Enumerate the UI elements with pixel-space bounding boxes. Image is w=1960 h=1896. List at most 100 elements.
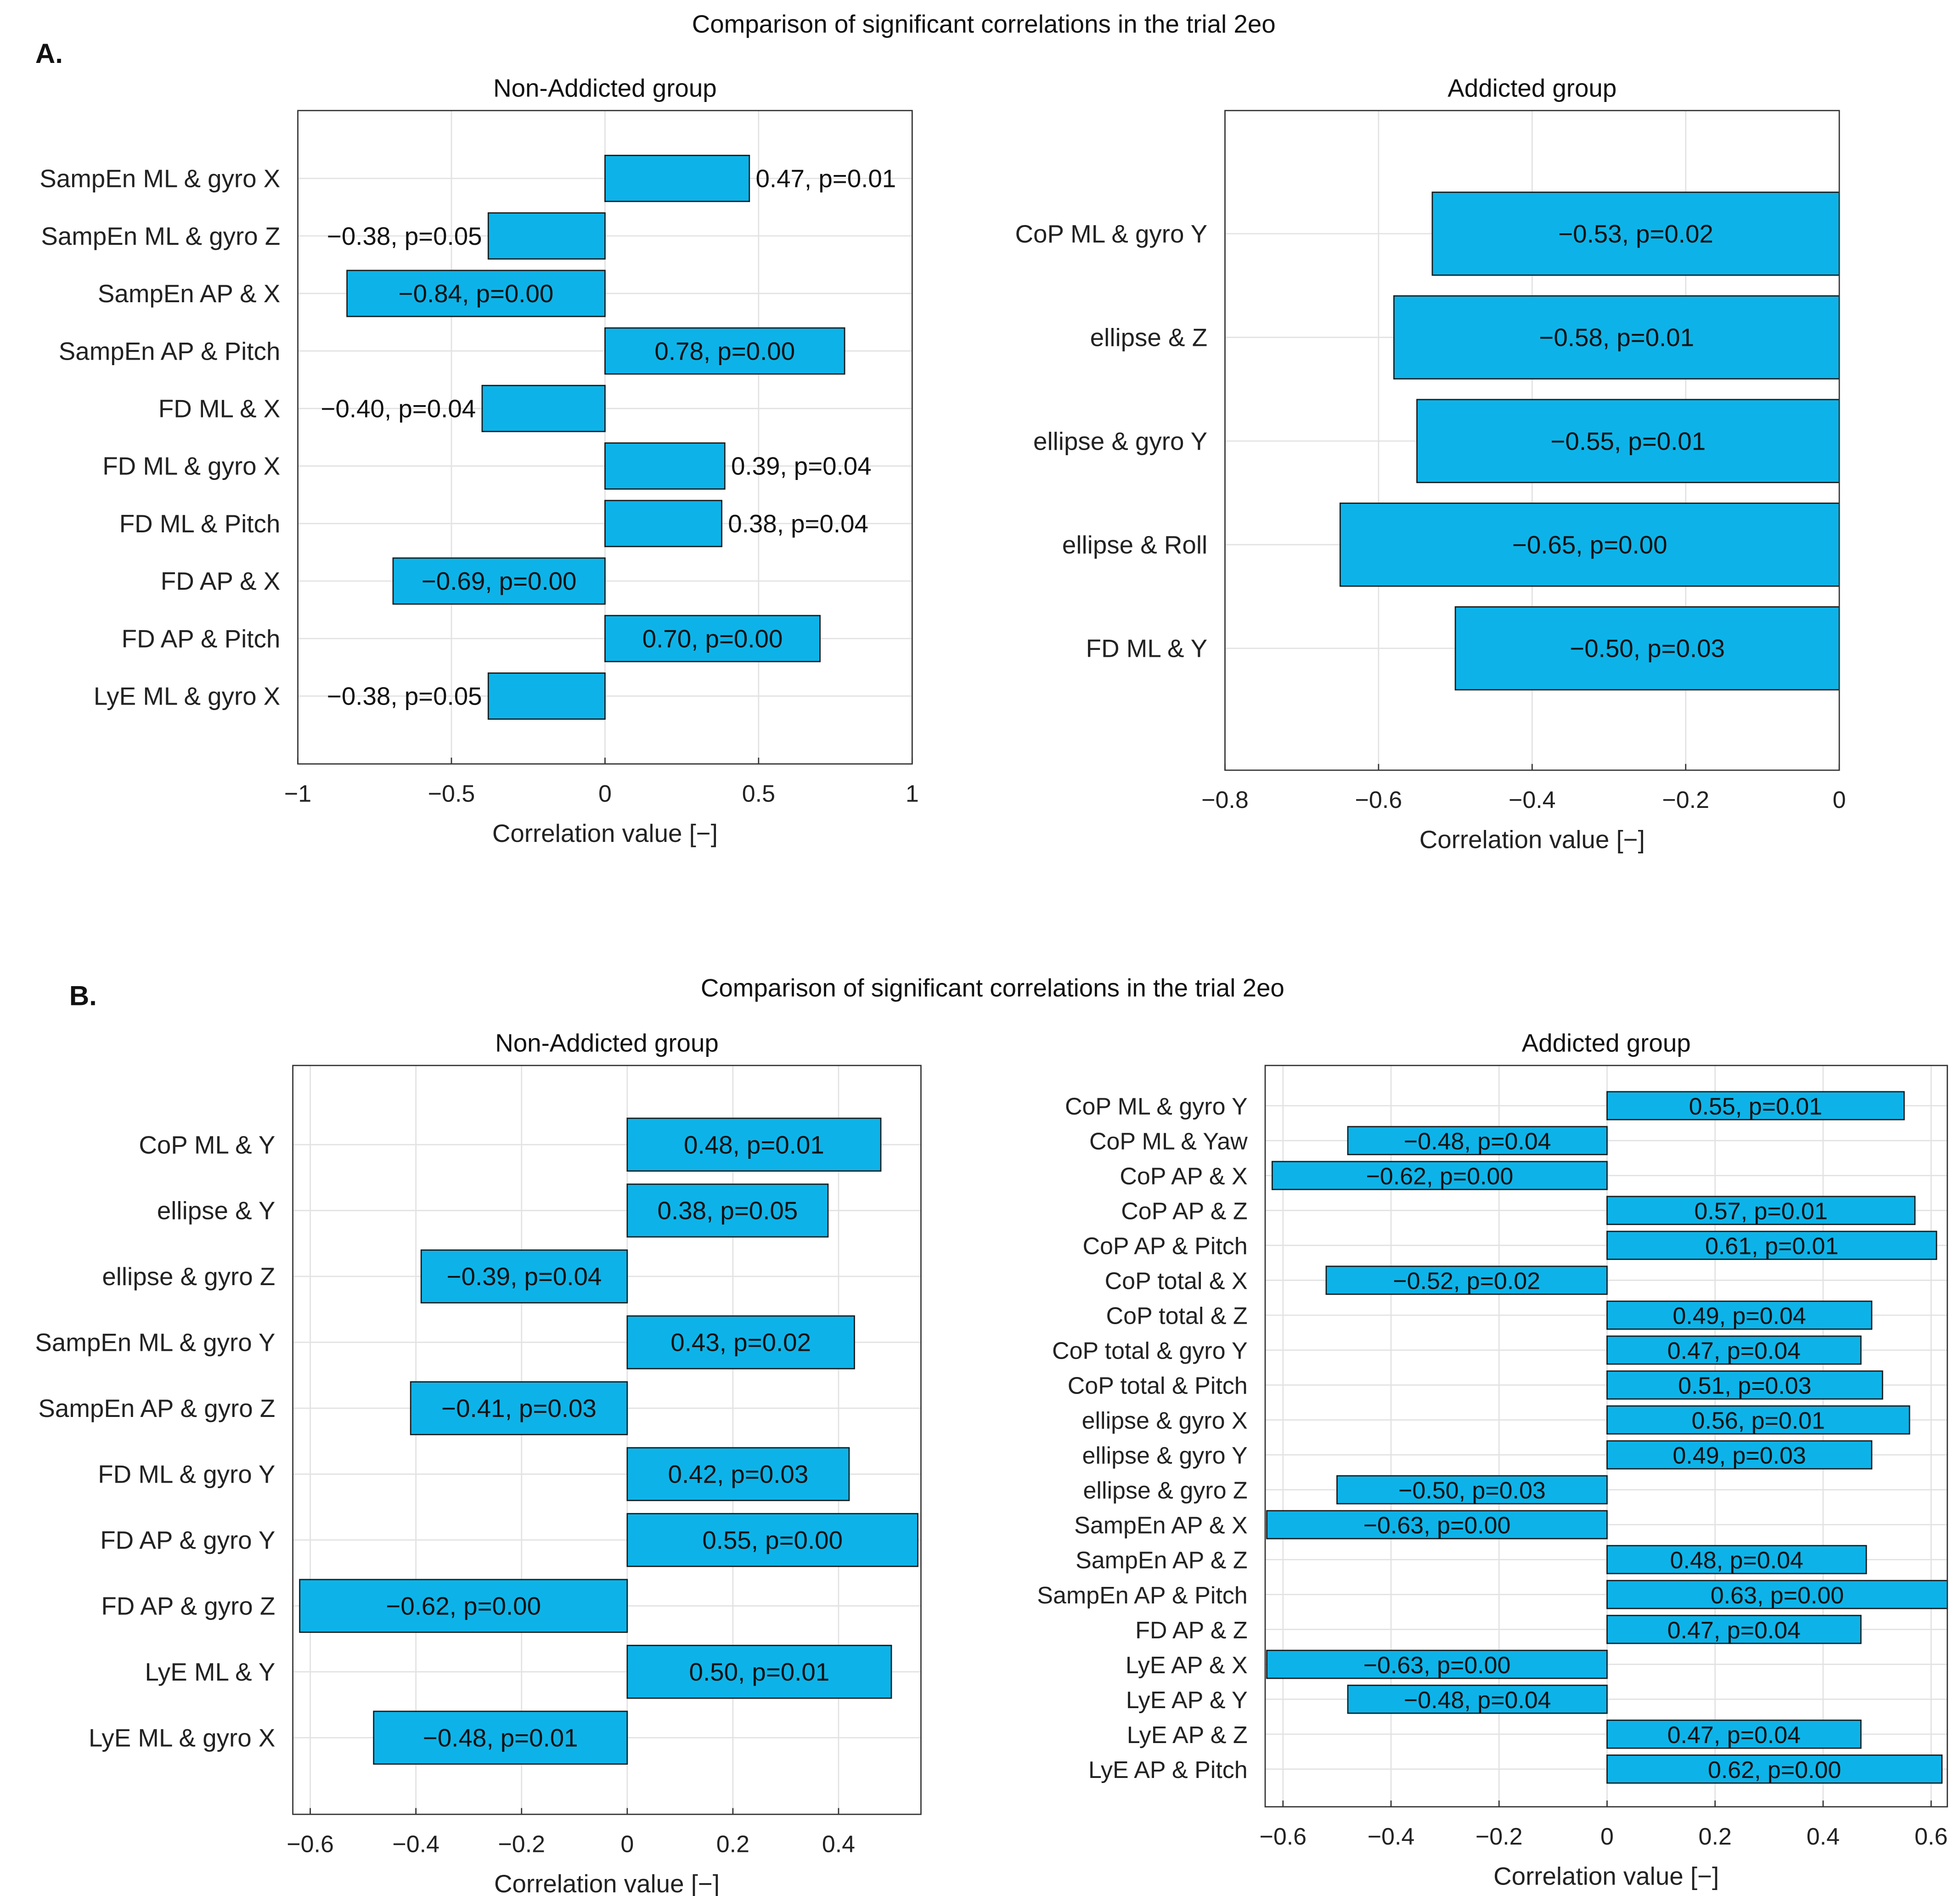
bar bbox=[373, 1710, 628, 1765]
x-tick-label: −0.5 bbox=[428, 780, 475, 807]
bar bbox=[1606, 1545, 1867, 1574]
bar bbox=[604, 442, 726, 490]
bar bbox=[1606, 1580, 1948, 1609]
category-label: ellipse & gyro Y bbox=[1082, 1443, 1248, 1469]
bar bbox=[626, 1117, 882, 1172]
axes-box bbox=[292, 1065, 922, 1815]
data-label: −0.58, p=0.01 bbox=[1539, 323, 1694, 352]
bar bbox=[1454, 606, 1840, 691]
data-label: 0.48, p=0.04 bbox=[1670, 1547, 1803, 1574]
bar bbox=[626, 1645, 892, 1699]
category-label: CoP total & Z bbox=[1106, 1303, 1248, 1330]
data-label: −0.41, p=0.03 bbox=[441, 1394, 597, 1422]
category-label: LyE AP & Pitch bbox=[1088, 1757, 1248, 1783]
x-tick-label: 0 bbox=[1600, 1823, 1614, 1850]
panel-a-letter: A. bbox=[35, 38, 63, 69]
data-label: 0.62, p=0.00 bbox=[1708, 1757, 1841, 1783]
data-label: 0.56, p=0.01 bbox=[1692, 1408, 1825, 1434]
panel-a-title: Comparison of significant correlations i… bbox=[692, 10, 1276, 38]
category-label: SampEn ML & gyro Z bbox=[41, 222, 280, 250]
bar bbox=[1606, 1300, 1873, 1330]
bar bbox=[604, 615, 821, 662]
data-label: 0.50, p=0.01 bbox=[689, 1658, 830, 1686]
category-label: FD ML & gyro Y bbox=[98, 1460, 275, 1489]
data-label: 0.43, p=0.02 bbox=[670, 1328, 811, 1357]
category-label: CoP ML & Y bbox=[139, 1130, 275, 1159]
category-label: LyE ML & gyro X bbox=[89, 1723, 275, 1752]
panel-b-title: Comparison of significant correlations i… bbox=[701, 973, 1284, 1002]
x-tick-label: −0.4 bbox=[1509, 787, 1556, 813]
bar bbox=[1606, 1440, 1873, 1470]
x-axis-label: Correlation value [−] bbox=[1493, 1862, 1719, 1890]
data-label: 0.47, p=0.04 bbox=[1667, 1722, 1801, 1749]
x-tick-label: 0.2 bbox=[716, 1831, 749, 1857]
x-axis-label: Correlation value [−] bbox=[1419, 825, 1645, 854]
x-tick-label: −0.6 bbox=[287, 1831, 334, 1857]
data-label: 0.38, p=0.05 bbox=[658, 1196, 798, 1225]
data-label: 0.47, p=0.01 bbox=[755, 164, 896, 193]
bar bbox=[1347, 1684, 1608, 1714]
category-label: FD AP & gyro Y bbox=[100, 1526, 275, 1554]
x-tick-label: −0.2 bbox=[1662, 787, 1709, 813]
category-label: FD AP & Pitch bbox=[122, 624, 281, 653]
data-label: −0.48, p=0.01 bbox=[423, 1723, 578, 1752]
data-label: −0.69, p=0.00 bbox=[422, 567, 577, 595]
bar bbox=[487, 212, 606, 260]
bar bbox=[626, 1447, 850, 1501]
category-label: SampEn AP & X bbox=[1074, 1512, 1247, 1539]
x-tick-label: −0.2 bbox=[1476, 1823, 1523, 1850]
category-label: ellipse & Roll bbox=[1062, 530, 1207, 559]
data-label: −0.50, p=0.03 bbox=[1398, 1478, 1546, 1504]
bar bbox=[1606, 1370, 1883, 1400]
x-tick-label: −0.6 bbox=[1259, 1823, 1307, 1850]
category-label: FD AP & gyro Z bbox=[101, 1592, 275, 1620]
category-label: ellipse & Y bbox=[157, 1196, 275, 1225]
category-label: LyE AP & Z bbox=[1127, 1722, 1248, 1749]
data-label: −0.50, p=0.03 bbox=[1570, 634, 1725, 663]
category-label: CoP AP & Z bbox=[1121, 1198, 1247, 1225]
category-label: CoP total & X bbox=[1105, 1268, 1248, 1295]
category-label: SampEn ML & gyro Y bbox=[35, 1328, 275, 1357]
data-label: 0.70, p=0.00 bbox=[642, 624, 783, 653]
data-label: 0.55, p=0.00 bbox=[702, 1526, 843, 1554]
data-label: −0.84, p=0.00 bbox=[399, 279, 554, 308]
data-label: −0.63, p=0.00 bbox=[1363, 1652, 1511, 1679]
bar bbox=[1336, 1475, 1608, 1505]
x-tick-label: −0.4 bbox=[392, 1831, 439, 1857]
data-label: 0.42, p=0.03 bbox=[668, 1460, 809, 1489]
data-label: −0.55, p=0.01 bbox=[1550, 427, 1706, 455]
category-label: LyE AP & X bbox=[1126, 1652, 1248, 1679]
category-label: LyE AP & Y bbox=[1126, 1687, 1248, 1714]
bar bbox=[1606, 1719, 1862, 1749]
data-label: 0.49, p=0.04 bbox=[1673, 1303, 1806, 1330]
category-label: SampEn AP & X bbox=[98, 279, 280, 308]
category-label: ellipse & gyro Z bbox=[1083, 1478, 1248, 1504]
data-label: −0.62, p=0.00 bbox=[1366, 1163, 1513, 1190]
bar bbox=[604, 327, 845, 375]
data-label: 0.47, p=0.04 bbox=[1667, 1617, 1801, 1644]
x-tick-label: 0 bbox=[598, 780, 612, 807]
data-label: −0.62, p=0.00 bbox=[386, 1592, 541, 1620]
x-tick-label: 0.4 bbox=[1807, 1823, 1840, 1850]
data-label: 0.48, p=0.01 bbox=[684, 1130, 824, 1159]
category-label: ellipse & gyro Y bbox=[1033, 427, 1207, 455]
category-label: ellipse & Z bbox=[1090, 323, 1207, 352]
bar bbox=[346, 270, 606, 317]
category-label: FD ML & gyro X bbox=[102, 452, 280, 480]
bar bbox=[604, 500, 722, 547]
category-label: LyE ML & gyro X bbox=[94, 682, 280, 711]
category-label: SampEn AP & Pitch bbox=[59, 337, 280, 365]
bar bbox=[604, 154, 750, 202]
category-label: CoP AP & Pitch bbox=[1082, 1233, 1247, 1260]
x-tick-label: 0.2 bbox=[1699, 1823, 1732, 1850]
category-label: LyE ML & Y bbox=[145, 1658, 276, 1686]
bar bbox=[1271, 1161, 1608, 1191]
x-tick-label: −0.4 bbox=[1368, 1823, 1415, 1850]
subplot-title: Non-Addicted group bbox=[493, 74, 717, 102]
data-label: −0.48, p=0.04 bbox=[1404, 1687, 1551, 1714]
bar bbox=[1325, 1265, 1608, 1295]
x-axis-label: Correlation value [−] bbox=[494, 1869, 720, 1896]
data-label: −0.65, p=0.00 bbox=[1512, 530, 1667, 559]
category-label: ellipse & gyro X bbox=[1082, 1408, 1248, 1434]
